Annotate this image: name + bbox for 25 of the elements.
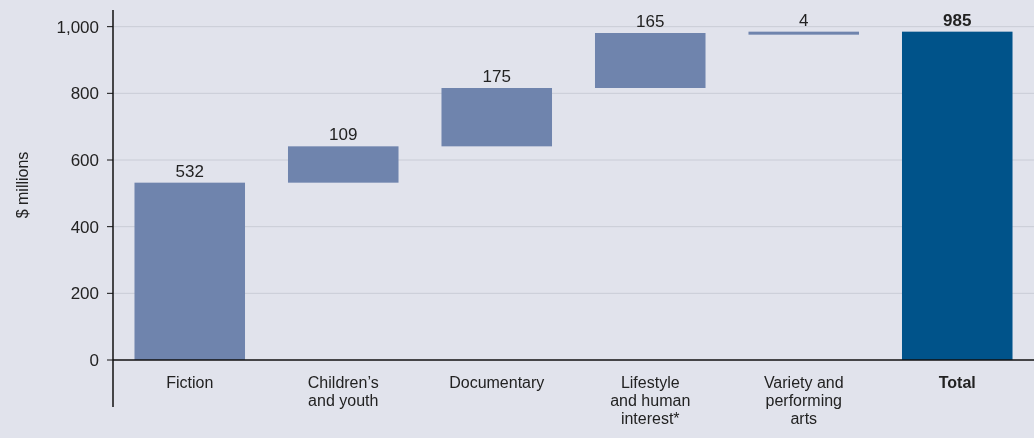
data-label: 165 — [636, 12, 665, 31]
x-tick-label: Documentary — [449, 374, 545, 391]
bar — [901, 31, 1013, 360]
y-tick-label: 600 — [70, 150, 99, 170]
bar — [287, 146, 399, 183]
x-tick-label: Children’s and youth — [307, 374, 379, 409]
data-label: 4 — [799, 10, 809, 30]
y-tick-label: 400 — [70, 217, 99, 237]
bar — [594, 33, 706, 88]
bar — [441, 88, 553, 147]
y-tick-label: 0 — [89, 350, 99, 370]
x-tick-label: Variety and performing arts — [763, 374, 844, 427]
y-axis-title: $ millions — [14, 151, 31, 219]
x-tick-label: Total — [938, 374, 976, 391]
x-tick-label: Lifestyle and human interest* — [610, 374, 691, 427]
data-label: 109 — [329, 125, 358, 145]
bar — [134, 182, 246, 360]
data-label: 532 — [175, 161, 204, 181]
bar — [748, 31, 860, 35]
y-tick-label: 800 — [70, 84, 99, 104]
y-tick-label: 200 — [70, 284, 99, 304]
y-tick-label: 1,000 — [56, 17, 99, 37]
x-tick-label: Fiction — [166, 374, 214, 391]
data-label: 175 — [482, 67, 511, 86]
data-label: 985 — [943, 10, 972, 30]
